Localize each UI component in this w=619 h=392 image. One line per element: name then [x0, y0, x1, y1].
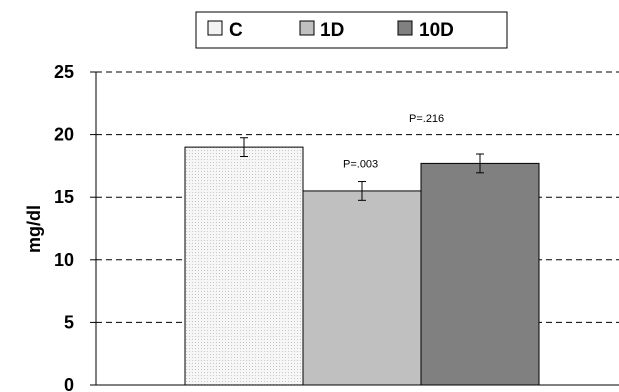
error-bar-10d: [476, 153, 484, 174]
bar-c: [184, 146, 304, 386]
p-value-1d: P=.003: [343, 159, 378, 171]
legend: C 1D 10D: [195, 11, 508, 49]
legend-label-c: C: [229, 20, 243, 41]
y-tick-label-15: 15: [54, 187, 74, 207]
legend-label-10d: 10D: [419, 20, 454, 41]
error-bar-c: [240, 137, 248, 158]
y-tick-label-5: 5: [64, 312, 74, 332]
error-bar-1d: [358, 181, 366, 201]
y-tick-label-20: 20: [54, 125, 74, 145]
bar-1d: [302, 190, 422, 386]
bars: [184, 146, 540, 386]
error-bars: [240, 137, 484, 201]
y-axis-ticks: 0 5 10 15 20 25: [54, 62, 96, 392]
legend-box: [195, 11, 508, 49]
y-tick-label-25: 25: [54, 62, 74, 82]
y-tick-label-10: 10: [54, 250, 74, 270]
bar-10d: [420, 162, 540, 386]
annotations: P=.003 P=.216: [343, 113, 444, 171]
legend-swatch-c: [207, 20, 223, 36]
p-value-10d: P=.216: [409, 113, 444, 125]
y-axis-title: mg/dl: [24, 205, 44, 253]
legend-swatch-10d: [397, 20, 413, 36]
legend-label-1d: 1D: [320, 20, 344, 41]
y-tick-label-0: 0: [64, 375, 74, 392]
legend-swatch-1d: [299, 20, 315, 36]
